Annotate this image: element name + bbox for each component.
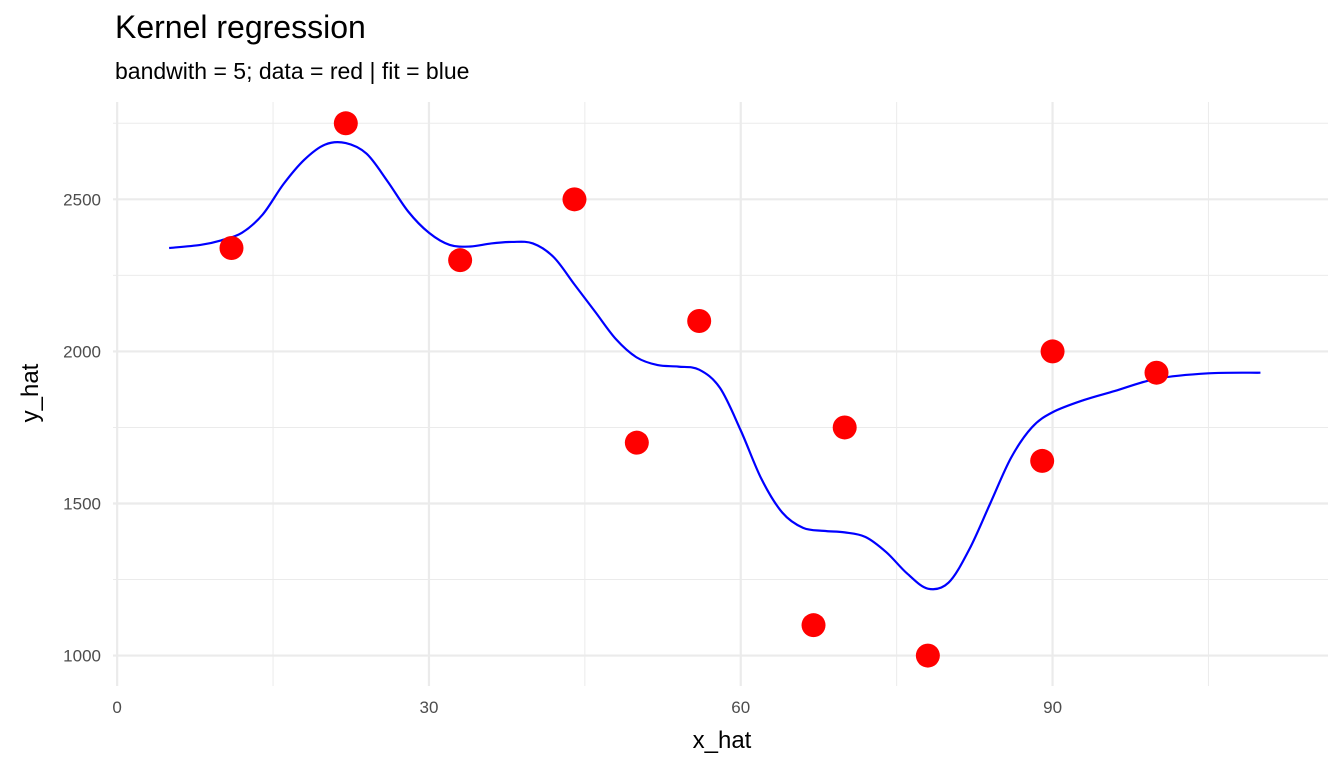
data-points-layer	[219, 111, 1169, 668]
fit-line-layer	[169, 141, 1261, 591]
data-point	[1144, 360, 1169, 385]
data-point	[219, 236, 244, 260]
data-point	[832, 415, 857, 440]
data-point	[624, 430, 649, 455]
data-point	[448, 248, 473, 273]
y-tick-label: 2500	[63, 190, 101, 209]
data-point	[333, 111, 358, 136]
major-gridlines	[113, 102, 1328, 686]
x-tick-label: 90	[1043, 698, 1062, 717]
x-axis-title: x_hat	[693, 727, 752, 754]
x-tick-label: 30	[420, 698, 439, 717]
x-tick-label: 0	[112, 698, 121, 717]
y-tick-label: 1500	[63, 495, 101, 514]
x-tick-label: 60	[731, 698, 750, 717]
data-point	[1030, 448, 1055, 473]
data-point	[562, 187, 587, 212]
chart-subtitle: bandwith = 5; data = red | fit = blue	[115, 58, 470, 84]
y-tick-label: 2000	[63, 342, 101, 361]
y-axis-tick-labels: 1000 1500 2000 2500	[63, 190, 101, 665]
fit-line	[169, 141, 1261, 591]
data-point	[687, 309, 712, 333]
minor-gridlines	[113, 102, 1328, 686]
y-tick-label: 1000	[63, 647, 101, 666]
data-point	[1040, 339, 1065, 364]
x-axis-tick-labels: 0 30 60 90	[112, 698, 1062, 717]
chart-title: Kernel regression	[115, 9, 366, 45]
data-point	[915, 643, 940, 668]
data-point	[801, 613, 826, 638]
y-axis-title: y_hat	[17, 363, 44, 422]
